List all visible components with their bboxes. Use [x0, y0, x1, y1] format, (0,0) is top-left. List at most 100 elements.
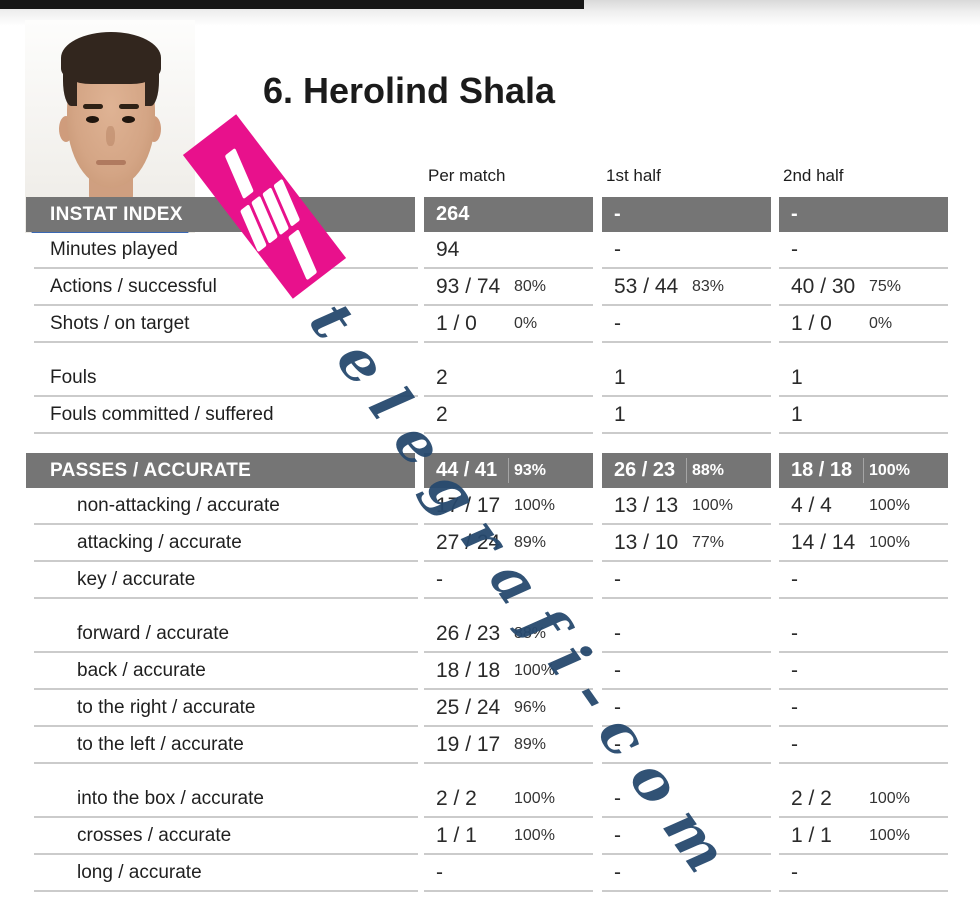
table-row: Shots / on target 1 / 0 0% - 1 / 0 0% — [0, 306, 980, 343]
row-label: to the right / accurate — [77, 697, 256, 718]
section-header-bar: INSTAT INDEX — [26, 197, 415, 232]
column-rule — [779, 395, 948, 397]
column-rule — [779, 688, 948, 690]
stat-value: - — [791, 696, 798, 719]
section-header-label: PASSES / ACCURATE — [50, 460, 252, 481]
section-header-value-cell: 44 / 41 93% — [424, 453, 593, 488]
stat-value: - — [614, 312, 621, 335]
row-rule — [34, 341, 418, 343]
row-rule — [34, 725, 418, 727]
column-rule — [602, 651, 771, 653]
row-rule — [34, 395, 418, 397]
column-rule — [424, 560, 593, 562]
table-row: Fouls 2 1 1 — [0, 360, 980, 397]
row-rule — [34, 651, 418, 653]
player-eye-right — [122, 116, 135, 123]
row-rule — [34, 762, 418, 764]
stat-value: - — [791, 568, 798, 591]
column-rule — [779, 267, 948, 269]
column-rule — [779, 304, 948, 306]
stat-value: 1 / 0 — [791, 312, 832, 335]
column-rule — [779, 432, 948, 434]
row-label: Minutes played — [50, 239, 178, 260]
stat-value: 2 — [436, 366, 448, 389]
column-rule — [424, 597, 593, 599]
stat-percent: 83% — [692, 278, 725, 295]
column-header-per-match: Per match — [428, 166, 506, 185]
stat-value: - — [614, 824, 621, 847]
row-rule — [34, 267, 418, 269]
section-header-bar: PASSES / ACCURATE — [26, 453, 415, 488]
stat-percent: 100% — [869, 534, 910, 551]
column-rule — [424, 432, 593, 434]
row-label: Fouls — [50, 367, 97, 388]
row-rule — [34, 432, 418, 434]
stat-percent: 89% — [514, 534, 547, 551]
column-rule — [602, 762, 771, 764]
column-rule — [424, 651, 593, 653]
stat-value: - — [614, 622, 621, 645]
column-rule — [424, 267, 593, 269]
column-rule — [779, 725, 948, 727]
player-hair — [61, 32, 161, 84]
stat-value: 13 / 10 — [614, 531, 679, 554]
stat-percent: 100% — [514, 662, 555, 679]
column-rule — [779, 341, 948, 343]
column-rule — [779, 597, 948, 599]
column-rule — [602, 890, 771, 892]
stat-value: 1 — [791, 366, 803, 389]
row-rule — [34, 890, 418, 892]
row-rule — [34, 853, 418, 855]
stamp-bar-icon — [288, 229, 318, 281]
cell-divider — [508, 458, 509, 483]
stat-value: 27 / 24 — [436, 531, 501, 554]
table-row: Fouls committed / suffered 2 1 1 — [0, 397, 980, 434]
stat-value: - — [791, 861, 798, 884]
stat-percent: 89% — [514, 736, 547, 753]
section-header-value-cell: - — [602, 197, 771, 232]
stat-percent: 0% — [869, 315, 893, 332]
row-label: long / accurate — [77, 862, 202, 883]
row-label: Fouls committed / suffered — [50, 404, 274, 425]
column-rule — [424, 725, 593, 727]
column-rule — [602, 432, 771, 434]
player-eyebrow-left — [83, 104, 103, 109]
stat-value: 44 / 41 — [436, 459, 498, 481]
column-rule — [602, 853, 771, 855]
stat-value: 94 — [436, 238, 460, 261]
table-row: into the box / accurate 2 / 2 100% - 2 / 2 10… — [0, 781, 980, 818]
column-rule — [424, 523, 593, 525]
stat-value: 26 / 23 — [614, 459, 676, 481]
column-rule — [424, 304, 593, 306]
stat-value: 2 / 2 — [791, 787, 832, 810]
stat-value: - — [614, 696, 621, 719]
stat-percent: 77% — [692, 534, 725, 551]
row-rule — [34, 304, 418, 306]
top-border-bar — [0, 0, 584, 9]
column-rule — [602, 341, 771, 343]
row-label: into the box / accurate — [77, 788, 264, 809]
column-rule — [424, 341, 593, 343]
stat-percent: 93% — [514, 462, 547, 479]
table-row: crosses / accurate 1 / 1 100% - 1 / 1 100% — [0, 818, 980, 855]
column-rule — [779, 816, 948, 818]
stat-value: 13 / 13 — [614, 494, 679, 517]
column-rule — [779, 890, 948, 892]
player-hair-side-right — [145, 64, 159, 106]
row-rule — [34, 523, 418, 525]
player-eyebrow-right — [119, 104, 139, 109]
section-header-value-cell: 264 — [424, 197, 593, 232]
stat-value: - — [791, 622, 798, 645]
stat-percent: 100% — [514, 790, 555, 807]
row-label: back / accurate — [77, 660, 206, 681]
column-rule — [779, 853, 948, 855]
stat-value: - — [614, 733, 621, 756]
section-header-value-cell: - — [779, 197, 948, 232]
stat-value: 2 / 2 — [436, 787, 477, 810]
column-rule — [424, 762, 593, 764]
stat-value: 1 / 1 — [791, 824, 832, 847]
stat-value: 93 / 74 — [436, 275, 501, 298]
column-rule — [602, 395, 771, 397]
